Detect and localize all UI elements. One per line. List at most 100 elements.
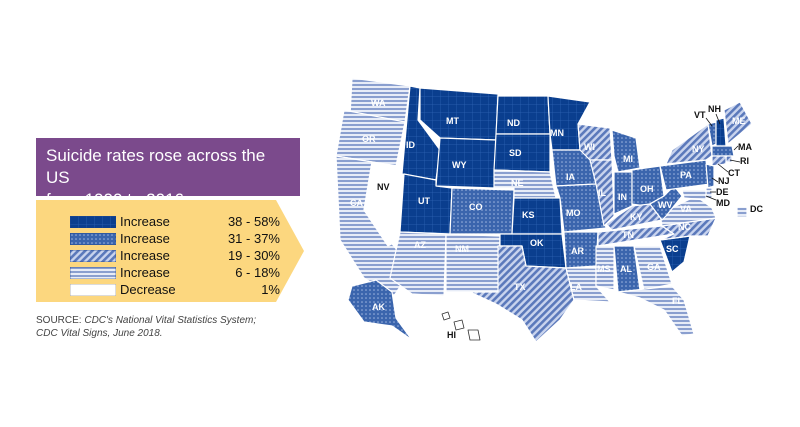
state-labels: WA OR CA NV ID MT WY UT CO AZ NM ND SD N… — [350, 98, 763, 340]
label-AK: AK — [372, 302, 385, 312]
legend-label: Increase — [120, 214, 170, 229]
state-MT — [419, 87, 499, 141]
legend-label: Increase — [120, 231, 170, 246]
map-title: Suicide rates rose across the US from 19… — [36, 138, 300, 209]
label-NE: NE — [511, 178, 524, 188]
legend-label: Increase — [120, 265, 170, 280]
label-KS: KS — [522, 210, 535, 220]
label-UT: UT — [418, 196, 430, 206]
label-ME: ME — [732, 116, 746, 126]
state-MI — [611, 129, 641, 173]
legend-swatch-none — [70, 284, 116, 296]
source-prefix: SOURCE: — [36, 315, 85, 326]
state-AZ — [389, 231, 447, 297]
label-MN: MN — [550, 128, 564, 138]
legend-range: 19 - 30% — [227, 248, 280, 263]
label-TN: TN — [622, 230, 634, 240]
state-GA — [633, 245, 673, 291]
label-PA: PA — [680, 170, 692, 180]
label-IA: IA — [566, 172, 576, 182]
label-MD: MD — [716, 198, 730, 208]
state-NJ — [705, 163, 715, 189]
state-DC — [736, 206, 748, 218]
label-NH: NH — [708, 104, 721, 114]
label-DC: DC — [750, 204, 763, 214]
label-NY: NY — [692, 144, 705, 154]
label-DE: DE — [716, 187, 729, 197]
legend-label: Increase — [120, 248, 170, 263]
label-ND: ND — [507, 118, 520, 128]
state-SD — [493, 133, 551, 173]
label-WI: WI — [584, 142, 595, 152]
legend-swatch-dots — [70, 233, 116, 245]
label-VT: VT — [694, 110, 706, 120]
label-NJ: NJ — [718, 176, 730, 186]
legend-swatch-diagonal — [70, 250, 116, 262]
legend-range: 38 - 58% — [227, 214, 280, 229]
label-WY: WY — [452, 160, 467, 170]
legend-swatch-solid — [70, 216, 116, 228]
label-IN: IN — [618, 192, 627, 202]
label-MS: MS — [597, 264, 611, 274]
legend-row-diagonal: Increase 19 - 30% — [70, 248, 280, 265]
label-CT: CT — [728, 168, 740, 178]
state-CT — [711, 155, 727, 167]
state-ND — [495, 95, 551, 135]
label-CA: CA — [350, 198, 363, 208]
state-WV — [649, 185, 683, 221]
label-HI: HI — [447, 330, 456, 340]
state-HI-2 — [453, 319, 465, 331]
legend-label: Decrease — [120, 282, 176, 297]
label-OK: OK — [530, 238, 544, 248]
state-KS — [511, 197, 563, 235]
state-HI-3 — [467, 329, 481, 341]
label-TX: TX — [514, 282, 526, 292]
label-OR: OR — [362, 134, 376, 144]
state-ME — [723, 101, 753, 145]
label-WA: WA — [371, 98, 386, 108]
label-AZ: AZ — [414, 240, 426, 250]
legend-row-horizontal: Increase 6 - 18% — [70, 265, 280, 282]
legend-swatch-horizontal — [70, 267, 116, 279]
state-NY — [665, 123, 713, 165]
label-AL: AL — [620, 264, 632, 274]
label-NV: NV — [377, 182, 390, 192]
label-NC: NC — [678, 222, 691, 232]
label-WV: WV — [658, 200, 673, 210]
source-line-1: CDC's National Vital Statistics System; — [84, 315, 257, 326]
label-MT: MT — [446, 116, 459, 126]
state-MS — [595, 245, 615, 291]
state-FL — [617, 285, 695, 337]
label-AR: AR — [571, 246, 584, 256]
state-IL — [589, 159, 615, 227]
label-GA: GA — [647, 262, 661, 272]
title-line-1: Suicide rates rose across the US — [46, 146, 266, 187]
state-RI — [725, 155, 733, 163]
legend-range: 31 - 37% — [227, 231, 280, 246]
legend-row-dots: Increase 31 - 37% — [70, 231, 280, 248]
label-KY: KY — [630, 212, 643, 222]
leader-lines — [705, 113, 741, 201]
label-NM: NM — [455, 244, 469, 254]
label-VA: VA — [680, 204, 692, 214]
state-MD — [681, 189, 707, 201]
state-MA — [711, 145, 735, 157]
source-line-2: CDC Vital Signs, June 2018. — [36, 328, 163, 339]
label-IL: IL — [598, 188, 607, 198]
label-LA: LA — [570, 282, 582, 292]
legend: Increase 38 - 58% Increase 31 - 37% Incr… — [70, 214, 280, 299]
label-CO: CO — [469, 202, 483, 212]
source-note: SOURCE: CDC's National Vital Statistics … — [36, 314, 296, 340]
state-HI — [441, 311, 451, 321]
label-MO: MO — [566, 208, 581, 218]
state-TX — [469, 245, 575, 343]
label-OH: OH — [640, 184, 654, 194]
label-FL: FL — [672, 296, 683, 306]
state-LA — [565, 267, 611, 303]
label-SD: SD — [509, 148, 522, 158]
label-MA: MA — [738, 142, 752, 152]
label-MI: MI — [623, 154, 633, 164]
state-NH — [715, 117, 727, 147]
legend-range: 6 - 18% — [235, 265, 280, 280]
